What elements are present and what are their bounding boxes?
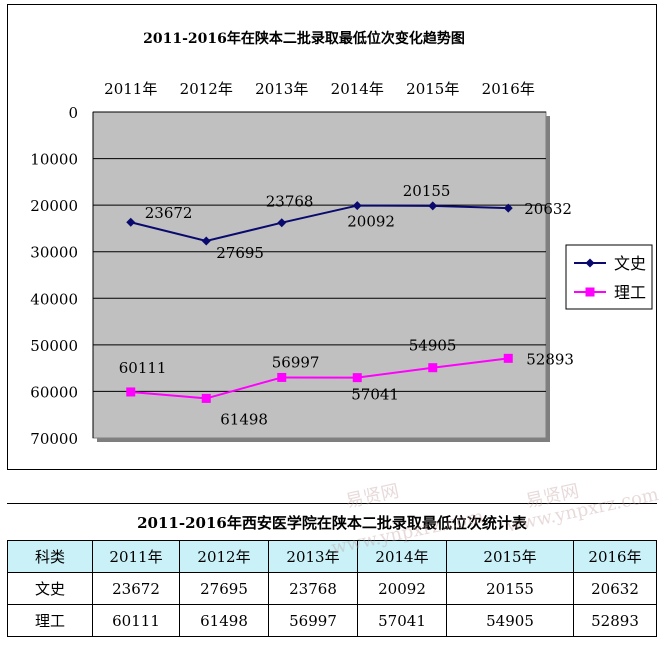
y-tick-label: 30000 [30, 244, 78, 262]
legend-box [565, 244, 653, 310]
table-cell: 20092 [357, 572, 447, 605]
data-label: 61498 [220, 410, 268, 428]
table-cell: 56997 [268, 604, 358, 637]
data-point-marker [277, 218, 287, 228]
legend-label: 理工 [614, 283, 646, 302]
legend-marker [585, 287, 595, 297]
data-label: 57041 [351, 386, 399, 404]
data-point-marker [352, 201, 362, 211]
series-line-wenshi [130, 204, 509, 243]
table-cell: 20155 [446, 572, 574, 605]
table-header-row: 科类 2011年 2012年 2013年 2014年 2015年 2016年 [7, 540, 657, 573]
table-cell: 57041 [357, 604, 447, 637]
data-label: 23672 [145, 204, 193, 222]
table-cell: 60111 [92, 604, 180, 637]
data-point-marker [352, 373, 362, 383]
chart-frame: 2011-2016年在陕本二批录取最低位次变化趋势图 0 10000 20000 300… [7, 4, 657, 470]
y-tick-label: 20000 [30, 197, 78, 215]
x-tick-label: 2012年 [180, 80, 233, 98]
data-label: 52893 [526, 350, 574, 368]
header-cell: 2014年 [357, 540, 447, 573]
y-tick-label: 50000 [30, 337, 78, 355]
x-tick-label: 2011年 [104, 80, 157, 98]
table-row: 理工 60111 61498 56997 57041 54905 52893 [7, 604, 657, 637]
data-label: 20092 [347, 213, 395, 231]
data-label: 23768 [266, 193, 314, 211]
data-point-marker [277, 372, 287, 382]
header-cell: 2015年 [446, 540, 574, 573]
stats-table-area: 2011-2016年西安医学院在陕本二批录取最低位次统计表 科类 2011年 2… [7, 503, 657, 644]
x-tick-label: 2014年 [331, 80, 384, 98]
y-tick-label: 70000 [30, 430, 78, 448]
data-point-marker [126, 387, 136, 397]
table-cell: 23672 [92, 572, 180, 605]
chart-title: 2011-2016年在陕本二批录取最低位次变化趋势图 [143, 30, 465, 47]
x-tick-label: 2013年 [255, 80, 308, 98]
header-cell: 科类 [7, 540, 93, 573]
table-row: 文史 23672 27695 23768 20092 20155 20632 [7, 572, 657, 605]
data-point-marker [428, 363, 438, 373]
line-chart: 2011-2016年在陕本二批录取最低位次变化趋势图 0 10000 20000 300… [30, 30, 653, 448]
header-cell: 2012年 [179, 540, 269, 573]
data-point-marker [201, 236, 211, 246]
data-label: 27695 [216, 244, 264, 262]
x-tick-label: 2016年 [482, 80, 535, 98]
data-point-marker [428, 201, 438, 211]
table-cell: 理工 [7, 604, 93, 637]
data-point-marker [126, 217, 136, 227]
table-title: 2011-2016年西安医学院在陕本二批录取最低位次统计表 [137, 514, 527, 532]
table-cell: 52893 [573, 604, 657, 637]
y-tick-label: 10000 [30, 151, 78, 169]
data-label: 56997 [272, 353, 320, 371]
data-label: 20155 [403, 182, 451, 200]
table-cell: 61498 [179, 604, 269, 637]
data-point-marker [503, 353, 513, 363]
y-tick-label: 0 [68, 104, 78, 122]
table-cell: 23768 [268, 572, 358, 605]
table-cell: 文史 [7, 572, 93, 605]
stats-table: 科类 2011年 2012年 2013年 2014年 2015年 2016年 文… [7, 540, 657, 637]
y-tick-label: 60000 [30, 383, 78, 401]
x-tick-label: 2015年 [406, 80, 459, 98]
data-point-marker [503, 203, 513, 213]
plot-area [92, 111, 547, 439]
table-cell: 27695 [179, 572, 269, 605]
legend-label: 文史 [614, 254, 646, 273]
header-cell: 2016年 [573, 540, 657, 573]
data-label: 54905 [409, 337, 457, 355]
table-cell: 54905 [446, 604, 574, 637]
data-label: 60111 [119, 359, 167, 377]
legend-marker [585, 258, 595, 268]
y-tick-label: 40000 [30, 290, 78, 308]
series-line-ligong [130, 357, 509, 400]
data-label: 20632 [524, 200, 572, 218]
header-cell: 2013年 [268, 540, 358, 573]
header-cell: 2011年 [92, 540, 180, 573]
table-cell: 20632 [573, 572, 657, 605]
data-point-marker [201, 393, 211, 403]
